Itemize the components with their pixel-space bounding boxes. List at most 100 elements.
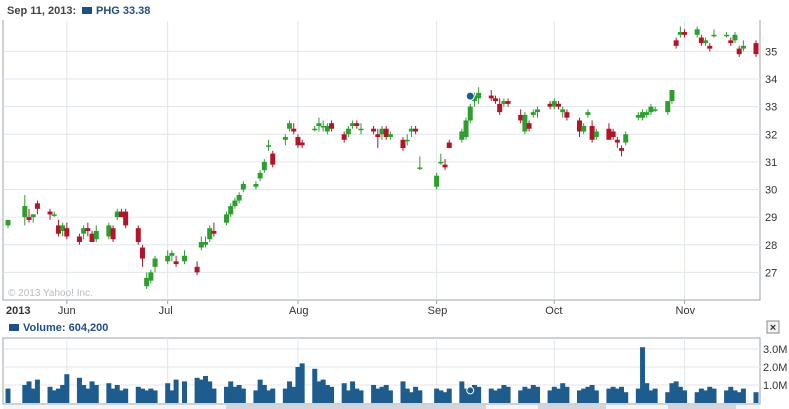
candle-body (488, 95, 494, 99)
candle (93, 225, 99, 242)
candle-body (93, 230, 99, 240)
price-panel (2, 2, 761, 301)
candle (753, 40, 759, 57)
candle-body (47, 211, 53, 215)
candle-body (404, 139, 410, 142)
candle (434, 172, 440, 190)
candle (299, 139, 305, 149)
candle-body (266, 145, 272, 147)
candle-body (438, 161, 444, 164)
candle (350, 120, 356, 129)
candle (55, 219, 61, 237)
candle (261, 159, 267, 173)
volume-bar (144, 390, 150, 403)
candle (123, 208, 129, 229)
volume-bar (5, 388, 11, 403)
candle-body (316, 123, 322, 126)
legend-bar (0, 0, 789, 20)
volume-bar (375, 388, 381, 403)
volume-bar (236, 385, 242, 403)
candle (211, 222, 217, 237)
volume-bar (724, 390, 730, 403)
candle (505, 98, 511, 107)
legend-swatch (82, 7, 92, 14)
candle-body (169, 253, 175, 256)
volume-bar (194, 377, 200, 403)
candle (291, 123, 297, 135)
volume-bar (228, 381, 234, 403)
navigator-handle[interactable] (226, 405, 486, 409)
candle-body (682, 32, 688, 35)
candle-body (282, 137, 288, 140)
candle-body (236, 195, 242, 201)
volume-legend-label[interactable]: Volume: 604,200 (23, 322, 108, 334)
candle-body (640, 112, 646, 118)
candle-body (623, 134, 629, 143)
volume-bar (501, 385, 507, 403)
volume-bar (467, 390, 473, 403)
volume-bar (198, 379, 204, 403)
candle (488, 90, 494, 102)
candle (324, 123, 330, 135)
candle-body (261, 161, 267, 171)
candle (106, 222, 112, 240)
candle (270, 150, 276, 168)
volume-bar (299, 363, 305, 403)
volume-legend-bar (3, 319, 760, 337)
volume-bar (753, 392, 759, 403)
candle-body (459, 131, 465, 140)
candle-body (123, 211, 129, 226)
candle (379, 125, 385, 140)
price-y-tick-label: 35 (765, 46, 777, 58)
volume-bar (387, 390, 393, 403)
candle-body (476, 92, 482, 99)
candle-body (110, 228, 116, 240)
volume-bar (341, 383, 347, 403)
candle (152, 255, 158, 273)
candle-body (711, 34, 717, 37)
candle-body (144, 277, 150, 287)
navigator-handle-tertiary[interactable] (668, 405, 736, 409)
close-volume-button[interactable] (766, 320, 780, 334)
candle (606, 123, 612, 140)
candle (619, 145, 625, 157)
candle-body (371, 128, 377, 132)
volume-bar (261, 385, 267, 403)
candle-body (446, 142, 452, 149)
candle-body (434, 175, 440, 187)
candle-body (270, 153, 276, 165)
volume-bar (173, 379, 179, 403)
candle (589, 120, 595, 143)
volume-bar (257, 379, 263, 403)
candle (266, 139, 272, 151)
candle (497, 98, 503, 115)
candle (341, 131, 347, 143)
x-tick-label: Aug (289, 305, 309, 317)
candle (198, 236, 204, 251)
candle-body (312, 128, 318, 131)
price-y-tick-label: 29 (765, 212, 777, 224)
candle (446, 139, 452, 149)
volume-bar (728, 386, 734, 403)
volume-bar (404, 388, 410, 403)
volume-bar (287, 381, 293, 403)
candle (165, 250, 171, 265)
candle-body (560, 109, 566, 113)
volume-bar (547, 390, 553, 403)
x-tick-label: Oct (545, 305, 562, 317)
candle-body (379, 128, 385, 135)
candle (287, 120, 293, 132)
volume-bar (270, 388, 276, 403)
volume-bar (181, 381, 187, 403)
candle (417, 156, 423, 171)
volume-bar (564, 386, 570, 403)
candle-body (463, 120, 469, 138)
navigator-handle-secondary[interactable] (538, 405, 606, 409)
volume-bar (534, 386, 540, 403)
volume-bar (22, 385, 28, 403)
candle-body (152, 258, 158, 267)
candle-body (677, 32, 683, 35)
hover-marker[interactable] (465, 91, 475, 101)
legend-series-value[interactable]: PHG 33.38 (96, 5, 150, 17)
